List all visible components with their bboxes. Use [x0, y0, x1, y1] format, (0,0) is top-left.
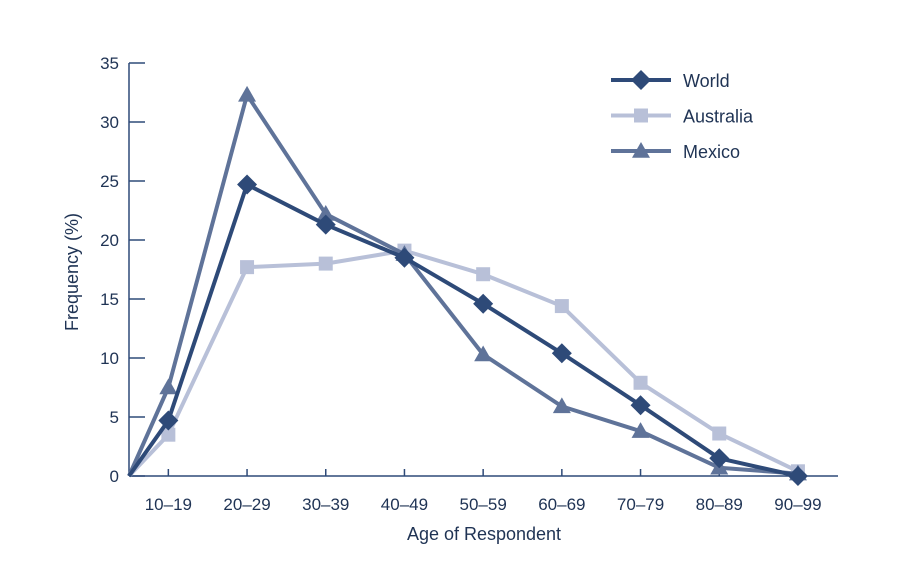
x-tick-label: 90–99: [774, 495, 821, 514]
data-point: [473, 293, 494, 314]
data-point: [316, 205, 335, 221]
series-australia: [127, 243, 805, 479]
data-point: [318, 256, 333, 271]
x-tick-label: 60–69: [538, 495, 585, 514]
data-point: [161, 427, 176, 442]
data-point: [630, 395, 651, 416]
series-line: [127, 92, 799, 477]
legend: World Australia Mexico: [611, 70, 754, 162]
series-world: [127, 174, 808, 486]
legend-label: Australia: [683, 107, 754, 127]
y-tick-label: 0: [110, 467, 119, 486]
legend-marker: [631, 70, 651, 90]
data-point: [631, 422, 650, 438]
legend-marker: [634, 108, 648, 123]
y-axis-title: Frequency (%): [62, 213, 82, 331]
legend-item-australia: Australia: [611, 107, 754, 127]
data-point: [787, 466, 808, 486]
y-tick-label: 10: [100, 349, 119, 368]
axes: 0 5 10 15 20 25 30 35 10–19 20–29 30–39 40–49 50–59 6…: [100, 54, 838, 514]
x-tick-label: 30–39: [302, 495, 349, 514]
x-tick-label: 80–89: [696, 495, 743, 514]
data-point: [474, 345, 493, 362]
data-point: [159, 378, 178, 395]
data-point: [158, 410, 179, 431]
legend-label: Mexico: [683, 142, 740, 162]
y-tick-label: 5: [110, 408, 119, 427]
y-tick-label: 35: [100, 54, 119, 73]
legend-marker: [632, 142, 650, 158]
data-point: [554, 299, 569, 314]
x-axis-title: Age of Respondent: [407, 524, 561, 544]
x-tick-label: 20–29: [223, 495, 270, 514]
series-line: [127, 248, 799, 478]
y-tick-label: 15: [100, 290, 119, 309]
legend-label: World: [683, 71, 730, 91]
data-point: [394, 247, 415, 268]
data-point: [552, 397, 571, 414]
data-point: [237, 174, 258, 195]
series-line: [127, 182, 799, 478]
data-point: [315, 214, 336, 235]
y-tick-label: 20: [100, 231, 119, 250]
series-layer: [127, 85, 808, 486]
y-tick-label: 30: [100, 113, 119, 132]
data-point: [551, 343, 572, 364]
x-tick-label: 10–19: [145, 495, 192, 514]
y-tick-label: 25: [100, 172, 119, 191]
x-tick-label: 70–79: [617, 495, 664, 514]
data-point: [709, 448, 730, 469]
data-point: [476, 267, 491, 282]
legend-item-world: World: [611, 70, 730, 91]
x-tick-label: 40–49: [381, 495, 428, 514]
legend-item-mexico: Mexico: [611, 142, 740, 162]
data-point: [240, 260, 255, 275]
data-point: [238, 85, 257, 102]
x-tick-label: 50–59: [460, 495, 507, 514]
data-point: [633, 375, 648, 390]
data-point: [712, 426, 727, 441]
